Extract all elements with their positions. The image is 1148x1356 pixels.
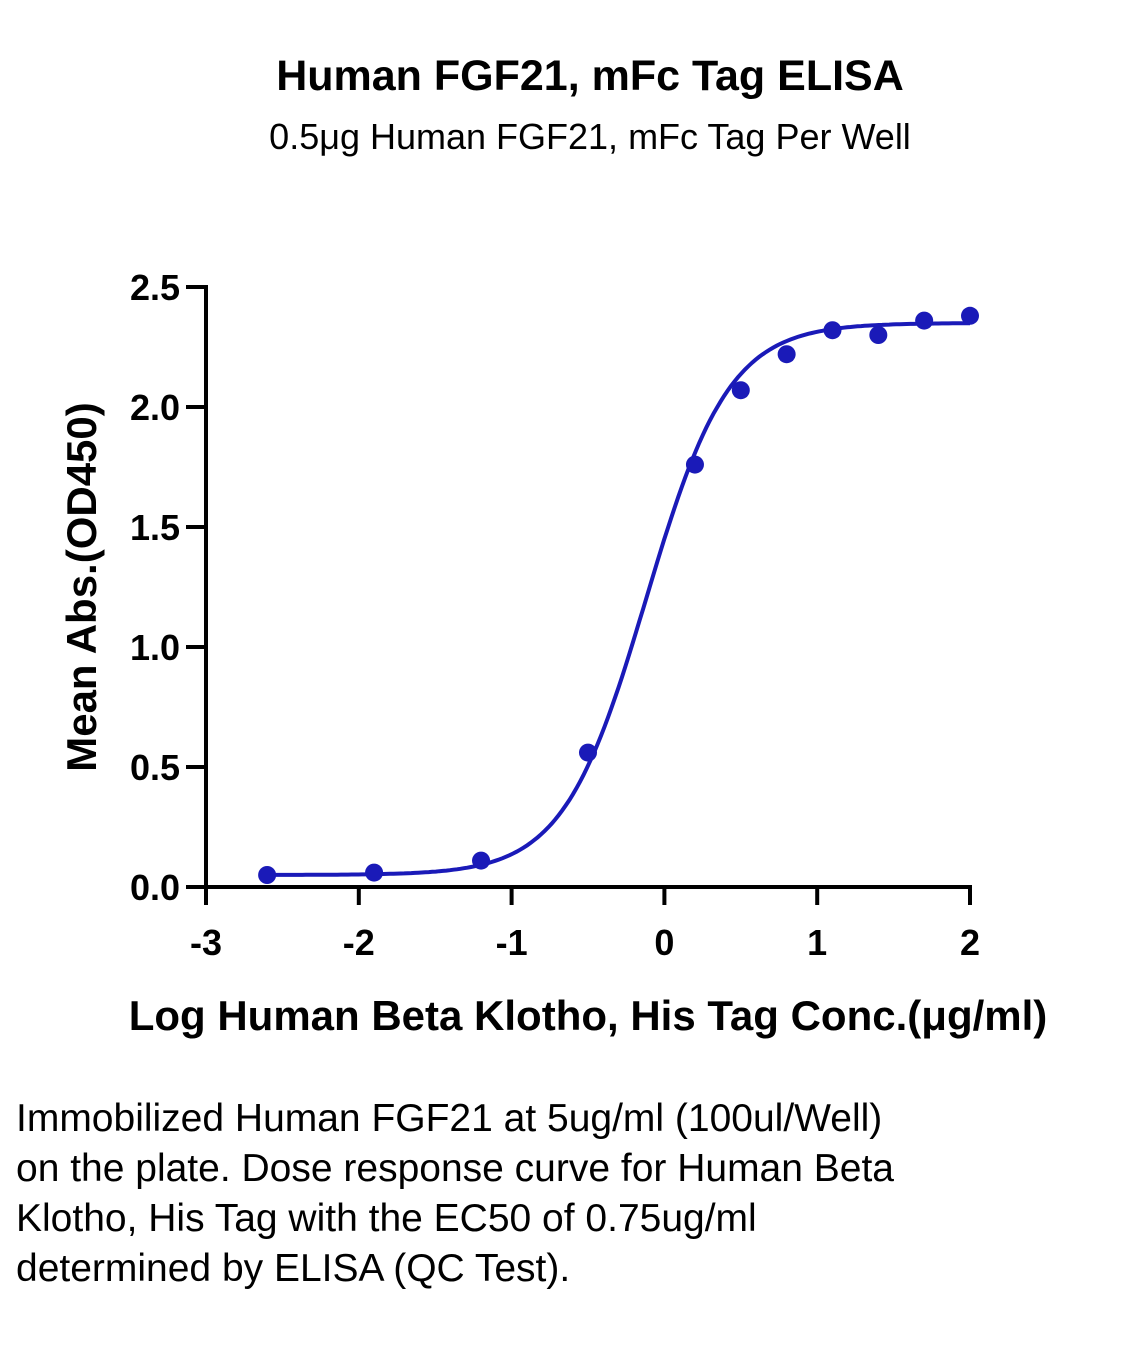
data-point xyxy=(472,851,491,870)
x-tick-label: 2 xyxy=(960,922,980,963)
data-point xyxy=(579,743,597,762)
x-tick-label: 0 xyxy=(654,922,674,963)
chart-subtitle: 0.5μg Human FGF21, mFc Tag Per Well xyxy=(269,116,911,157)
data-point xyxy=(869,326,888,344)
chart-caption: Immobilized Human FGF21 at 5ug/ml (100ul… xyxy=(16,1097,894,1290)
x-tick-label: -3 xyxy=(190,922,222,963)
data-point xyxy=(685,455,704,474)
data-point xyxy=(915,311,934,330)
data-point xyxy=(365,863,384,882)
y-tick-label: 1.5 xyxy=(130,507,180,548)
chart-title: Human FGF21, mFc Tag ELISA xyxy=(276,52,904,100)
y-tick-label: 2.0 xyxy=(130,387,180,428)
chart: 0.0 0.5 1.0 1.5 2.0 2.5 -3 -2 -1 0 1 2 Log Human Bet… xyxy=(58,267,1048,1039)
data-point xyxy=(777,345,796,364)
x-tick-label: -1 xyxy=(496,922,528,963)
x-tick-label: 1 xyxy=(807,922,827,963)
y-tick-label: 2.5 xyxy=(130,267,180,308)
y-axis-label: Mean Abs.(OD450) xyxy=(58,402,105,772)
y-tick-label: 1.0 xyxy=(130,627,180,668)
x-tick-label: -2 xyxy=(343,922,375,963)
data-point xyxy=(731,381,750,400)
x-axis-label: Log Human Beta Klotho, His Tag Conc.(μg/… xyxy=(129,992,1048,1039)
y-tick-label: 0.5 xyxy=(130,747,180,788)
fit-curve xyxy=(267,321,970,877)
y-tick-label: 0.0 xyxy=(130,867,180,908)
data-point xyxy=(823,321,842,340)
data-point xyxy=(258,866,277,884)
data-point xyxy=(961,306,979,325)
